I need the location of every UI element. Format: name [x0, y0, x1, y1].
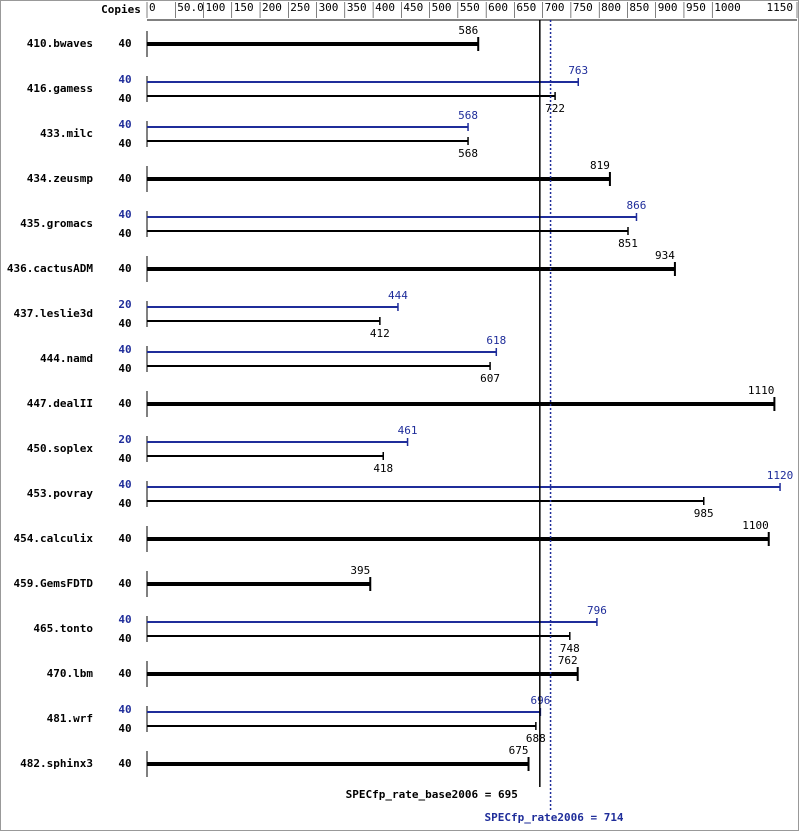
x-tick-label: 150	[234, 1, 254, 14]
copies: 40	[118, 172, 131, 185]
copies: 40	[118, 532, 131, 545]
benchmark-name: 470.lbm	[47, 667, 94, 680]
x-tick-label: 250	[290, 1, 310, 14]
benchmark-name: 434.zeusmp	[27, 172, 94, 185]
benchmark-name: 433.milc	[40, 127, 93, 140]
value-label: 568	[458, 109, 478, 122]
value-label: 985	[694, 507, 714, 520]
x-tick-label: 1000	[714, 1, 741, 14]
copies: 40	[118, 362, 131, 375]
benchmark-name: 410.bwaves	[27, 37, 93, 50]
benchmark-name: 482.sphinx3	[20, 757, 93, 770]
benchmark-name: 437.leslie3d	[14, 307, 93, 320]
copies-header: Copies	[101, 3, 141, 16]
benchmark-name: 416.gamess	[27, 82, 93, 95]
value-label: 675	[509, 744, 529, 757]
value-label: 418	[373, 462, 393, 475]
copies: 20	[118, 298, 131, 311]
copies: 40	[118, 118, 131, 131]
value-label: 851	[618, 237, 638, 250]
value-label: 1110	[748, 384, 775, 397]
x-tick-label: 200	[262, 1, 282, 14]
value-label: 934	[655, 249, 675, 262]
x-tick-label: 300	[319, 1, 339, 14]
copies: 40	[118, 343, 131, 356]
x-tick-label: 750	[573, 1, 593, 14]
value-label: 866	[627, 199, 647, 212]
copies: 40	[118, 478, 131, 491]
benchmark-name: 450.soplex	[27, 442, 94, 455]
value-label: 618	[486, 334, 506, 347]
x-tick-label: 900	[658, 1, 678, 14]
value-label: 762	[558, 654, 578, 667]
copies: 40	[118, 632, 131, 645]
value-label: 763	[568, 64, 588, 77]
copies: 40	[118, 613, 131, 626]
x-tick-label: 450	[403, 1, 423, 14]
benchmark-name: 459.GemsFDTD	[14, 577, 94, 590]
benchmark-name: 481.wrf	[47, 712, 93, 725]
value-label: 722	[545, 102, 565, 115]
value-label: 819	[590, 159, 610, 172]
copies: 40	[118, 667, 131, 680]
x-tick-label: 850	[629, 1, 649, 14]
value-label: 688	[526, 732, 546, 745]
copies: 40	[118, 577, 131, 590]
x-tick-label: 600	[488, 1, 508, 14]
value-label: 412	[370, 327, 390, 340]
x-tick-label: 500	[432, 1, 452, 14]
x-tick-label: 0	[149, 1, 156, 14]
x-tick-label: 400	[375, 1, 395, 14]
x-tick-label: 350	[347, 1, 367, 14]
copies: 40	[118, 137, 131, 150]
x-tick-label: 50.0	[177, 1, 204, 14]
copies: 40	[118, 722, 131, 735]
x-tick-label: 1150	[767, 1, 794, 14]
value-label: 395	[350, 564, 370, 577]
value-label: 461	[398, 424, 418, 437]
x-tick-label: 950	[686, 1, 706, 14]
copies: 40	[118, 262, 131, 275]
x-tick-label: 100	[206, 1, 226, 14]
copies: 40	[118, 317, 131, 330]
copies: 40	[118, 452, 131, 465]
benchmark-name: 453.povray	[27, 487, 94, 500]
benchmark-name: 444.namd	[40, 352, 93, 365]
copies: 40	[118, 92, 131, 105]
copies: 40	[118, 397, 131, 410]
value-label: 586	[458, 24, 478, 37]
x-tick-label: 550	[460, 1, 480, 14]
x-tick-label: 800	[601, 1, 621, 14]
value-label: 444	[388, 289, 408, 302]
x-tick-label: 700	[545, 1, 565, 14]
value-label: 1120	[767, 469, 794, 482]
copies: 40	[118, 227, 131, 240]
copies: 40	[118, 757, 131, 770]
copies: 40	[118, 703, 131, 716]
value-label: 568	[458, 147, 478, 160]
copies: 40	[118, 73, 131, 86]
x-tick-label: 650	[516, 1, 536, 14]
benchmark-name: 447.dealII	[27, 397, 93, 410]
benchmark-name: 436.cactusADM	[7, 262, 93, 275]
value-label: 607	[480, 372, 500, 385]
reference-label: SPECfp_rate2006 = 714	[484, 811, 623, 824]
benchmark-name: 435.gromacs	[20, 217, 93, 230]
copies: 20	[118, 433, 131, 446]
value-label: 1100	[742, 519, 769, 532]
value-label: 796	[587, 604, 607, 617]
value-label: 748	[560, 642, 580, 655]
reference-label: SPECfp_rate_base2006 = 695	[346, 788, 518, 801]
copies: 40	[118, 208, 131, 221]
benchmark-name: 454.calculix	[14, 532, 94, 545]
copies: 40	[118, 37, 131, 50]
copies: 40	[118, 497, 131, 510]
benchmark-name: 465.tonto	[33, 622, 93, 635]
